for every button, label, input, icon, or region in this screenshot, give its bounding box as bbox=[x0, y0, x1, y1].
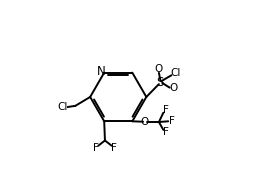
Text: F: F bbox=[163, 127, 169, 137]
Text: F: F bbox=[111, 143, 117, 153]
Text: F: F bbox=[169, 116, 175, 126]
Text: Cl: Cl bbox=[57, 102, 68, 112]
Text: F: F bbox=[93, 143, 99, 153]
Text: O: O bbox=[155, 64, 163, 74]
Text: N: N bbox=[97, 65, 106, 78]
Text: F: F bbox=[163, 105, 169, 115]
Text: O: O bbox=[170, 83, 178, 93]
Text: S: S bbox=[157, 76, 164, 89]
Text: O: O bbox=[141, 117, 149, 127]
Text: Cl: Cl bbox=[170, 68, 181, 78]
